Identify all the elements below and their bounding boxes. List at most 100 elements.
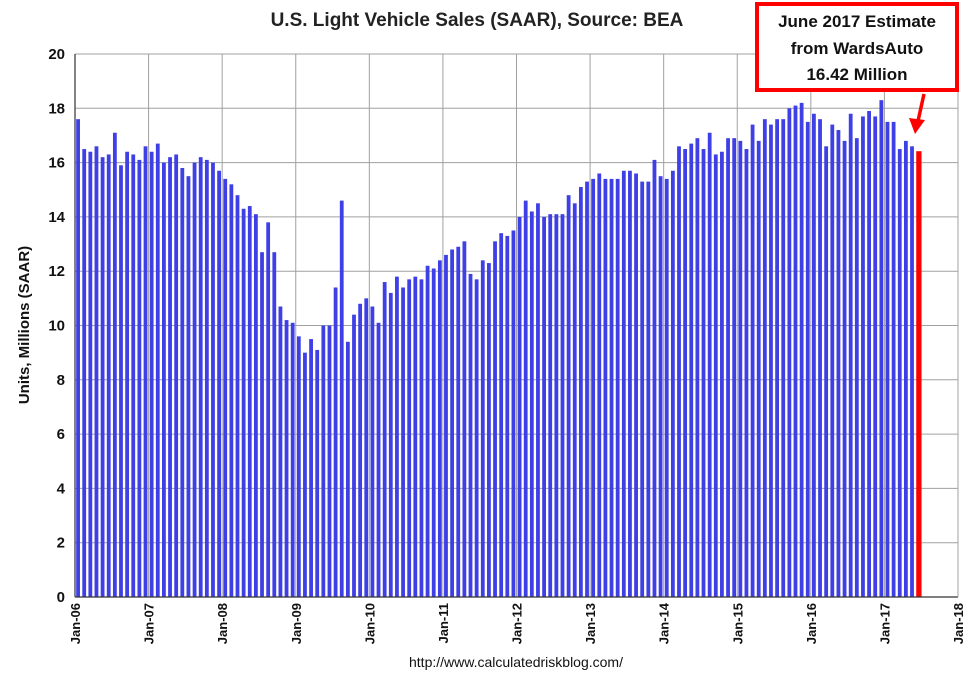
bar — [769, 124, 773, 597]
bar — [180, 168, 185, 597]
bar — [100, 157, 105, 598]
bar — [818, 119, 822, 597]
y-tick-labels: 0 2 4 6 8 10 12 14 16 18 20 — [48, 46, 65, 606]
bar — [536, 203, 540, 597]
bar — [407, 279, 412, 597]
y-tick-label: 20 — [48, 46, 65, 63]
bar — [683, 149, 688, 597]
x-tick-label: Jan-11 — [436, 603, 451, 643]
bar — [603, 178, 608, 597]
bar — [468, 273, 473, 597]
bar — [738, 140, 743, 597]
bar — [247, 206, 252, 598]
source-url: http://www.calculatedriskblog.com/ — [409, 654, 623, 670]
bar — [848, 113, 853, 597]
bar — [842, 140, 847, 597]
y-tick-label: 10 — [48, 318, 65, 335]
bar — [223, 178, 228, 597]
bar — [585, 181, 589, 598]
x-tick-label: Jan-15 — [730, 603, 745, 644]
bar — [487, 263, 491, 597]
y-tick-label: 14 — [48, 209, 65, 226]
bar — [572, 203, 577, 597]
y-axis-label: Units, Millions (SAAR) — [16, 246, 33, 404]
bar — [609, 178, 614, 597]
annotation-box — [755, 2, 959, 92]
bar — [480, 260, 485, 597]
bar — [382, 282, 387, 597]
bar — [229, 184, 234, 597]
bar — [106, 154, 111, 597]
bar — [376, 322, 381, 597]
bar — [370, 306, 375, 597]
chart-title: U.S. Light Vehicle Sales (SAAR), Source:… — [271, 10, 684, 31]
bar — [750, 124, 755, 597]
bar — [358, 303, 363, 597]
x-tick-label: Jan-10 — [362, 603, 377, 644]
bar — [891, 121, 896, 598]
bars — [76, 100, 922, 598]
bar — [499, 233, 504, 597]
bar — [529, 211, 534, 597]
bar — [303, 352, 307, 597]
y-tick-label: 16 — [48, 155, 65, 172]
bar — [419, 279, 424, 597]
annotation-arrow-head — [909, 118, 925, 134]
x-tick-label: Jan-07 — [142, 603, 157, 644]
bar — [284, 320, 289, 597]
bar — [634, 173, 638, 597]
bar — [174, 154, 179, 597]
bar — [204, 159, 209, 597]
bar — [266, 222, 271, 597]
bar — [903, 140, 908, 597]
bar — [805, 121, 810, 598]
y-tick-label: 6 — [57, 426, 65, 443]
bar — [450, 249, 455, 598]
bar — [278, 306, 283, 597]
bar — [542, 216, 546, 597]
bar — [125, 151, 130, 598]
bar — [867, 111, 871, 598]
bar — [456, 246, 461, 597]
bar — [787, 108, 792, 598]
bar — [76, 119, 80, 597]
bar — [321, 325, 326, 597]
bar — [517, 216, 522, 597]
bar — [315, 349, 320, 597]
bar — [186, 176, 191, 597]
bar — [897, 149, 902, 597]
x-tick-label: Jan-17 — [877, 603, 892, 644]
bar — [462, 241, 467, 597]
bar — [793, 105, 798, 597]
bar — [272, 252, 277, 597]
bar — [296, 336, 301, 597]
annotation-callout: June 2017 Estimate from WardsAuto 16.42 … — [755, 2, 959, 134]
bar — [640, 181, 645, 598]
y-tick-label: 2 — [57, 535, 65, 552]
x-tick-label: Jan-12 — [510, 603, 525, 644]
bar — [713, 154, 718, 597]
bar — [824, 146, 829, 597]
bar — [345, 341, 350, 597]
bar — [364, 298, 369, 597]
bar — [560, 214, 565, 597]
x-tick-label: Jan-09 — [289, 603, 304, 644]
bar — [566, 195, 571, 597]
bar — [762, 119, 767, 597]
bar — [910, 146, 914, 597]
bar — [413, 276, 418, 597]
bar — [505, 235, 510, 597]
bar — [131, 154, 136, 597]
bar — [885, 121, 890, 598]
bar — [211, 162, 215, 597]
annotation-arrow-line — [916, 93, 926, 122]
bar — [119, 165, 123, 597]
x-tick-label: Jan-16 — [804, 603, 819, 644]
bar — [830, 124, 835, 597]
y-tick-label: 0 — [57, 589, 65, 606]
x-tick-label: Jan-13 — [583, 603, 598, 644]
bar — [726, 138, 730, 598]
bar — [425, 265, 430, 597]
y-tick-label: 8 — [57, 372, 65, 389]
